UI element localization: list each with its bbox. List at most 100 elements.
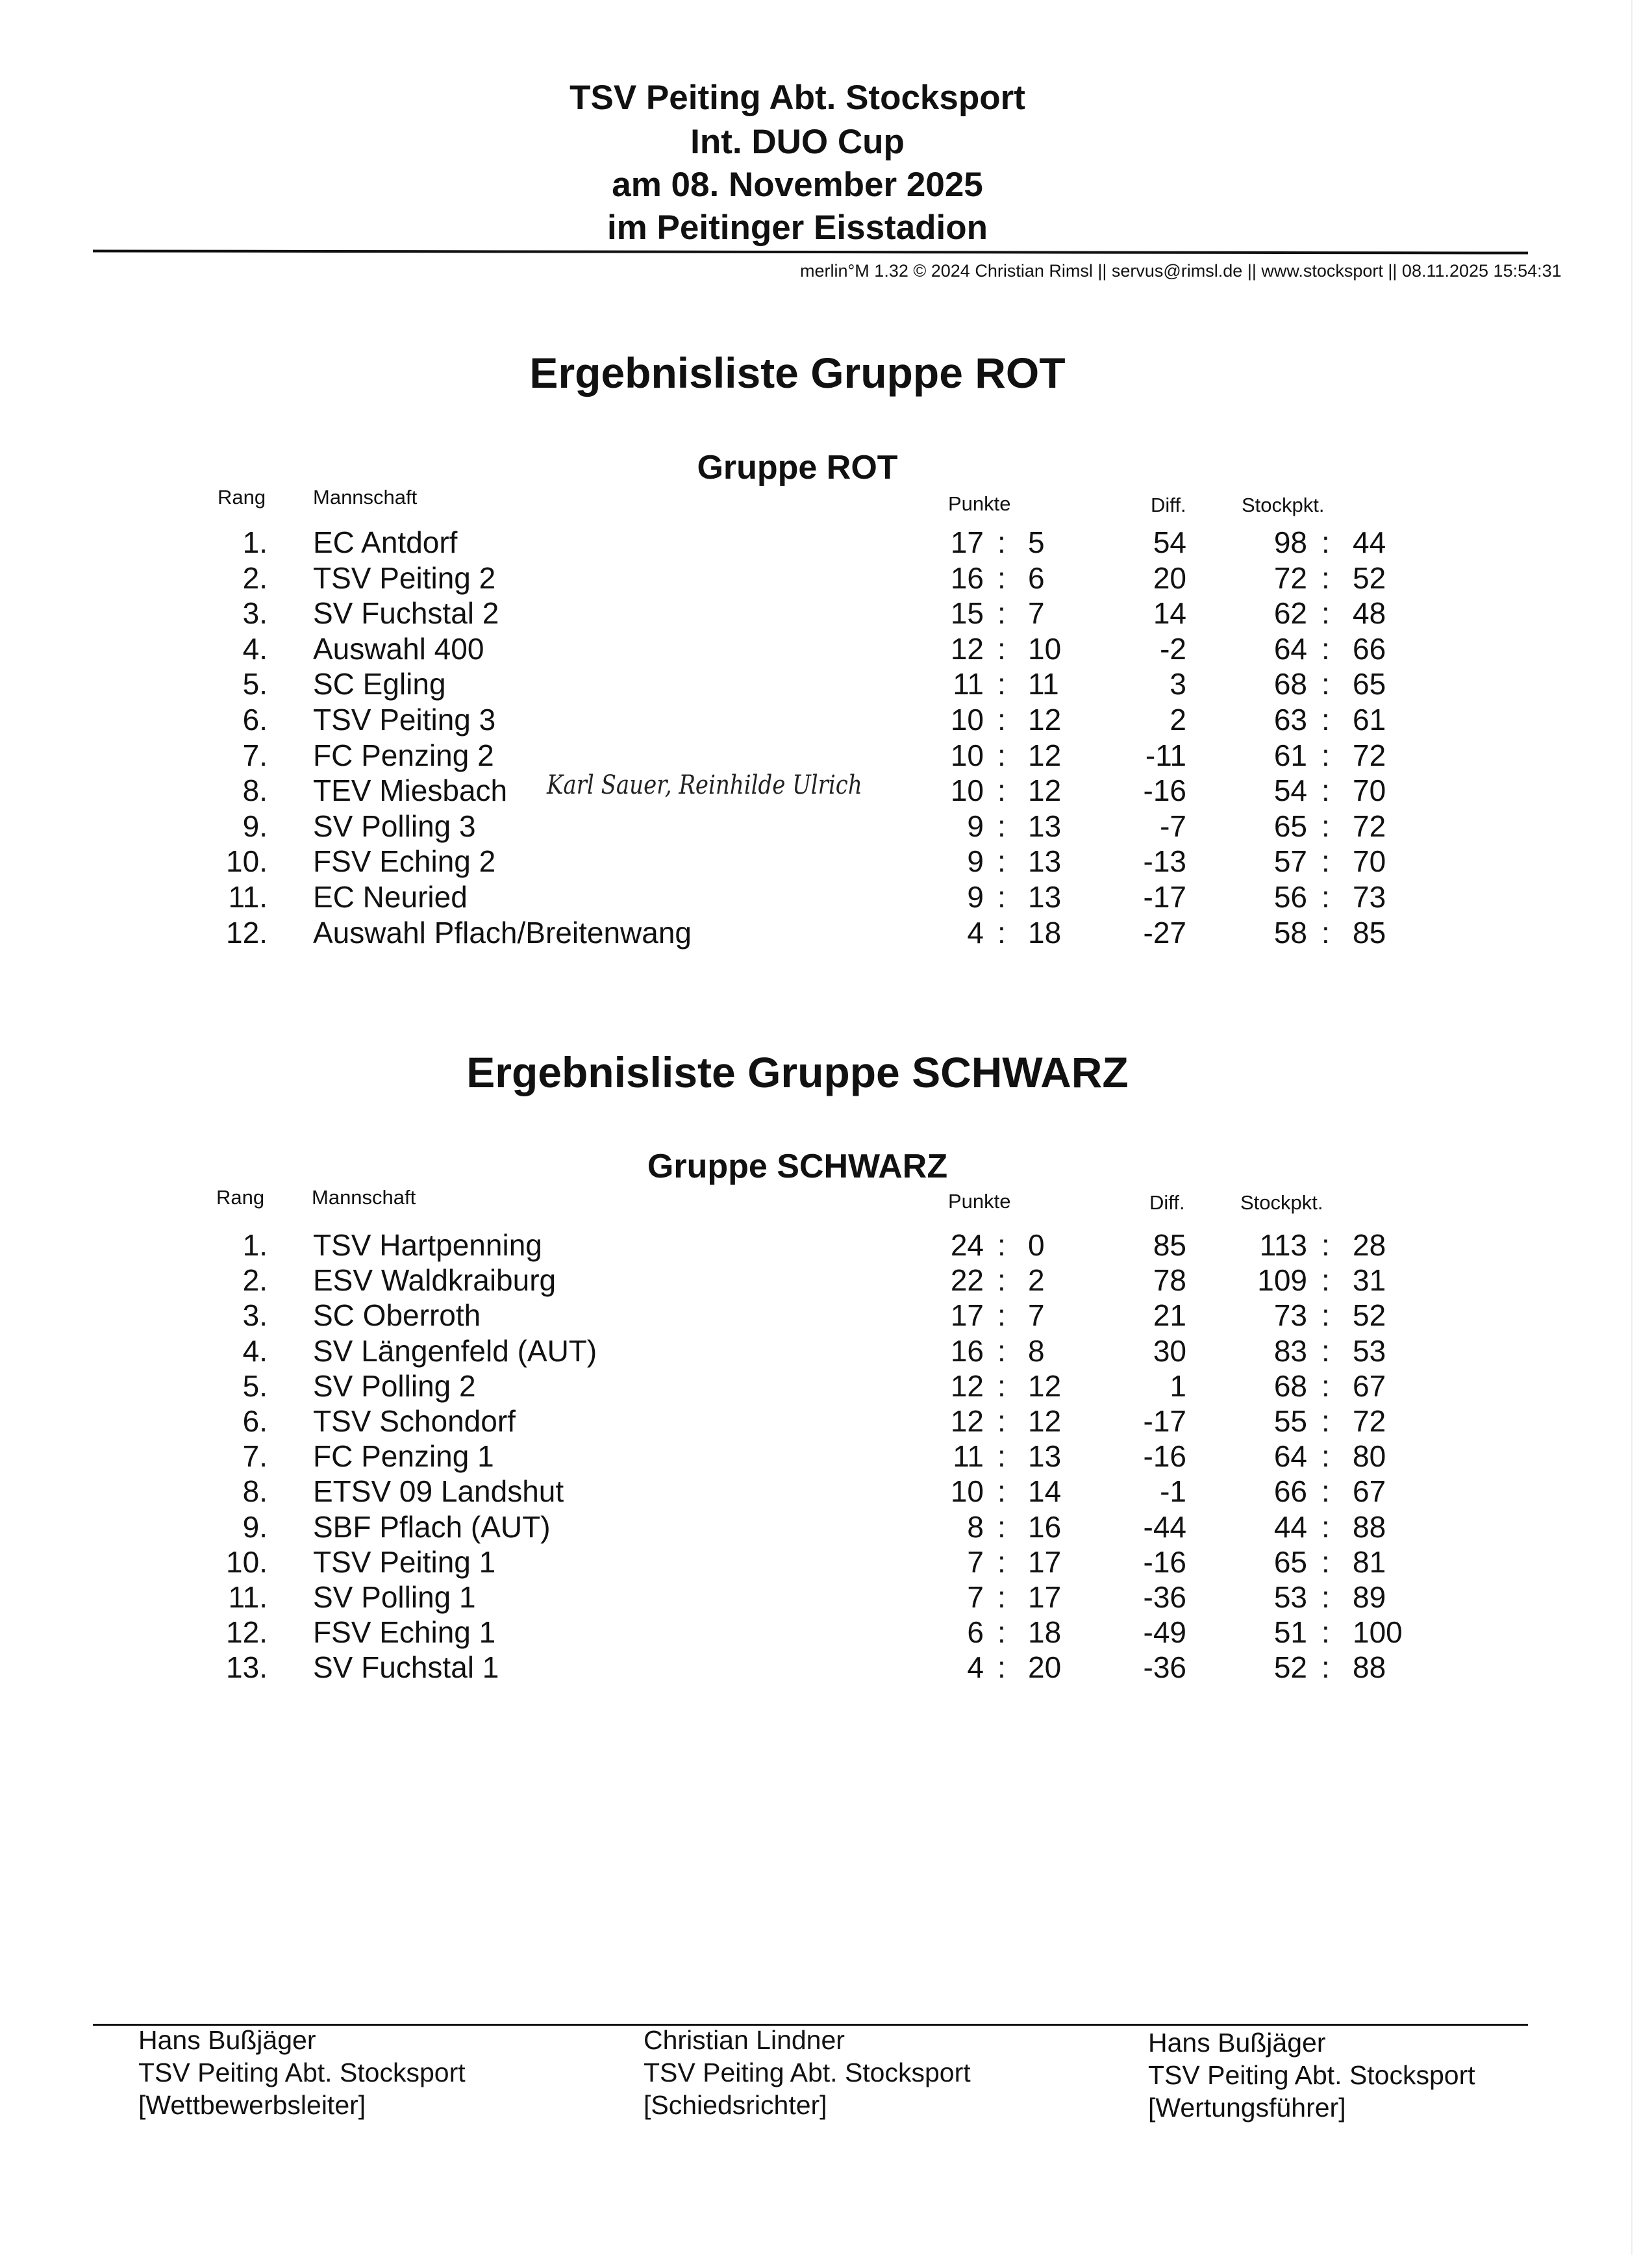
separator-colon: : [1321, 915, 1330, 950]
separator-colon: : [1321, 1474, 1330, 1509]
points-won: 16 [950, 1333, 984, 1368]
difference: -44 [1143, 1509, 1186, 1544]
rank: 3. [242, 1298, 268, 1333]
points-lost: 12 [1028, 738, 1062, 772]
difference: 21 [1153, 1298, 1186, 1333]
separator-colon: : [997, 525, 1006, 559]
rank: 3. [242, 596, 268, 631]
separator-colon: : [997, 774, 1006, 808]
difference: 20 [1153, 561, 1186, 595]
table-row: 10. TSV Peiting 1 7 17 -16 65 81:: [0, 1544, 1652, 1580]
separator-colon: : [1321, 809, 1330, 843]
difference: 2 [1170, 703, 1186, 737]
separator-colon: : [1321, 1228, 1330, 1262]
rank: 4. [242, 1333, 268, 1368]
table-row: 8. TEV Miesbach 10 12 -16 54 70:: [0, 773, 1652, 808]
points-lost: 7 [1028, 596, 1045, 631]
points-won: 4 [967, 1650, 984, 1685]
rank: 5. [242, 1368, 268, 1403]
rank: 12. [226, 1615, 268, 1650]
signer-role: [Wettbewerbsleiter] [138, 2090, 366, 2120]
separator-colon: : [997, 1650, 1006, 1685]
points-won: 24 [950, 1228, 984, 1262]
table-row: 11. SV Polling 1 7 17 -36 53 89:: [0, 1580, 1652, 1615]
rank: 11. [228, 880, 268, 914]
table-row: 9. SBF Pflach (AUT) 8 16 -44 44 88:: [0, 1509, 1652, 1544]
header-rule [92, 249, 1529, 255]
software-credit: merlin°M 1.32 © 2024 Christian Rimsl || … [800, 261, 1562, 281]
stock-points-for: 113 [1259, 1228, 1307, 1262]
stock-points-for: 56 [1273, 880, 1307, 914]
table-row: 9. SV Polling 3 9 13 -7 65 72:: [0, 809, 1652, 844]
points-lost: 13 [1028, 844, 1062, 879]
team-name: FC Penzing 2 [313, 738, 494, 772]
separator-colon: : [997, 1474, 1006, 1509]
stock-points-against: 52 [1353, 1298, 1386, 1333]
points-lost: 18 [1028, 915, 1062, 950]
header-date: am 08. November 2025 [612, 166, 983, 204]
stock-points-for: 55 [1273, 1404, 1307, 1438]
stock-points-for: 51 [1273, 1615, 1307, 1650]
difference: -36 [1143, 1580, 1186, 1614]
separator-colon: : [997, 561, 1006, 595]
stock-points-against: 73 [1353, 880, 1386, 914]
stock-points-for: 44 [1273, 1509, 1307, 1544]
points-won: 11 [953, 1439, 984, 1474]
stock-points-against: 85 [1353, 915, 1386, 950]
table-row: 2. ESV Waldkraiburg 22 2 78 109 31:: [0, 1263, 1652, 1298]
separator-colon: : [997, 809, 1006, 843]
points-lost: 12 [1028, 1368, 1062, 1403]
points-won: 7 [967, 1580, 984, 1614]
rank: 13. [226, 1650, 268, 1685]
team-name: Auswahl 400 [313, 631, 484, 666]
header-event: Int. DUO Cup [690, 123, 905, 161]
stock-points-against: 48 [1353, 596, 1386, 631]
separator-colon: : [997, 915, 1006, 950]
team-name: EC Antdorf [313, 525, 458, 559]
separator-colon: : [1321, 1298, 1330, 1333]
col-diff: Diff. [1151, 494, 1186, 516]
separator-colon: : [997, 1368, 1006, 1403]
separator-colon: : [1321, 667, 1330, 701]
difference: -49 [1143, 1615, 1186, 1650]
separator-colon: : [1321, 1263, 1330, 1298]
difference: 54 [1153, 525, 1186, 559]
team-name: SV Polling 1 [313, 1580, 476, 1614]
points-lost: 13 [1028, 809, 1062, 843]
team-name: SBF Pflach (AUT) [313, 1509, 551, 1544]
rank: 4. [242, 631, 268, 666]
stock-points-for: 61 [1273, 738, 1307, 772]
difference: -16 [1143, 1439, 1186, 1474]
separator-colon: : [1321, 1333, 1330, 1368]
signer-org: TSV Peiting Abt. Stocksport [644, 2058, 971, 2087]
rank: 7. [242, 1439, 268, 1474]
difference: 30 [1153, 1333, 1186, 1368]
stock-points-against: 70 [1353, 844, 1386, 879]
stock-points-for: 63 [1273, 703, 1307, 737]
separator-colon: : [1321, 561, 1330, 595]
points-won: 9 [967, 809, 984, 843]
stock-points-for: 72 [1273, 561, 1307, 595]
col-mannschaft: Mannschaft [313, 486, 418, 509]
separator-colon: : [1321, 738, 1330, 772]
separator-colon: : [1321, 525, 1330, 559]
difference: 78 [1153, 1263, 1186, 1298]
handwritten-note: Karl Sauer, Reinhilde Ulrich [547, 770, 862, 800]
points-won: 10 [950, 738, 984, 772]
rank: 2. [242, 1263, 268, 1298]
stock-points-against: 61 [1353, 703, 1386, 737]
table-row: 11. EC Neuried 9 13 -17 56 73:: [0, 879, 1652, 914]
stock-points-against: 65 [1353, 667, 1386, 701]
difference: -17 [1143, 880, 1186, 914]
table-row: 4. Auswahl 400 12 10 -2 64 66:: [0, 631, 1652, 666]
points-lost: 16 [1028, 1509, 1062, 1544]
points-won: 11 [953, 667, 984, 701]
stock-points-for: 98 [1273, 525, 1307, 559]
separator-colon: : [997, 1263, 1006, 1298]
points-lost: 12 [1028, 774, 1062, 808]
points-won: 16 [950, 561, 984, 595]
points-won: 10 [950, 774, 984, 808]
team-name: TSV Peiting 2 [313, 561, 496, 595]
separator-colon: : [997, 880, 1006, 914]
col-rang: Rang [218, 486, 266, 509]
